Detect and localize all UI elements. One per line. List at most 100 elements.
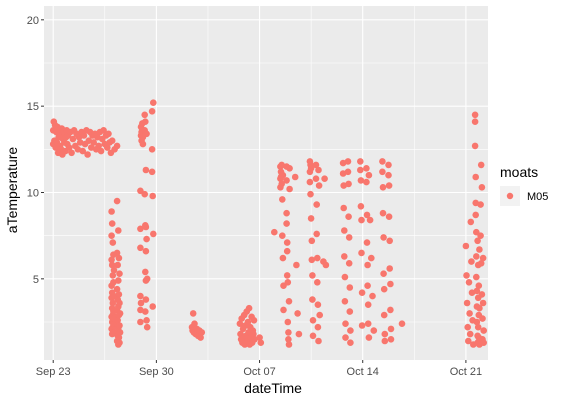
data-point [116, 310, 124, 317]
data-point [142, 118, 149, 125]
data-point [369, 292, 376, 300]
data-point [278, 180, 286, 188]
data-point [114, 317, 121, 324]
data-point [474, 237, 481, 245]
data-point [291, 173, 299, 181]
data-point [104, 144, 111, 151]
data-point [474, 323, 482, 331]
data-point [142, 223, 150, 231]
data-point [364, 282, 371, 290]
data-point [476, 304, 483, 312]
data-point [250, 317, 258, 324]
data-point [381, 330, 389, 338]
data-point [286, 185, 293, 193]
data-point [84, 151, 91, 158]
data-point [250, 330, 257, 338]
data-points [49, 99, 488, 348]
data-point [69, 135, 77, 143]
data-point [379, 184, 387, 191]
data-point [314, 279, 321, 286]
data-point [463, 272, 470, 279]
data-point [283, 220, 290, 227]
data-point [137, 292, 144, 300]
data-point [398, 320, 406, 328]
data-point [189, 310, 197, 317]
data-point [148, 146, 156, 153]
x-axis-title: dateTime [244, 380, 302, 396]
data-point [364, 261, 371, 269]
data-point [295, 330, 303, 338]
data-point [475, 282, 483, 290]
data-point [115, 254, 123, 262]
data-point [108, 137, 116, 144]
data-point [380, 285, 388, 293]
data-point [387, 336, 395, 343]
data-point [137, 318, 144, 326]
data-point [306, 178, 314, 186]
data-point [309, 332, 317, 340]
data-point [115, 277, 122, 284]
data-point [143, 235, 150, 243]
data-point [149, 303, 156, 310]
data-point [283, 209, 290, 217]
data-point [198, 329, 206, 336]
data-point [381, 337, 389, 345]
data-point [108, 208, 115, 215]
data-point [342, 320, 349, 328]
data-point [364, 301, 372, 309]
data-point [108, 256, 115, 264]
data-point [279, 171, 287, 179]
data-point [137, 225, 144, 233]
data-point [285, 298, 293, 305]
data-point [113, 142, 121, 150]
data-point [141, 111, 148, 119]
data-point [370, 327, 378, 334]
data-point [284, 279, 292, 286]
y-tick-label: 10 [27, 187, 39, 199]
data-point [115, 291, 123, 298]
data-point [68, 149, 75, 157]
data-point [308, 256, 316, 264]
data-point [471, 142, 479, 150]
data-point [314, 323, 322, 331]
data-point [109, 272, 117, 279]
data-point [108, 232, 115, 239]
data-point [462, 242, 470, 250]
data-point [467, 218, 475, 226]
data-point [116, 329, 124, 336]
data-point [142, 296, 150, 303]
data-point [109, 299, 117, 307]
data-point [313, 230, 321, 238]
data-point [346, 284, 354, 291]
data-point [379, 168, 386, 176]
data-point [95, 142, 102, 150]
data-point [105, 130, 112, 138]
data-point [256, 334, 263, 341]
data-point [285, 329, 292, 336]
data-point [479, 299, 487, 307]
data-point [283, 272, 291, 279]
data-point [341, 298, 349, 305]
data-point [115, 227, 122, 234]
data-point [363, 165, 370, 172]
data-point [346, 308, 354, 315]
data-point [108, 220, 116, 227]
data-point [309, 272, 316, 279]
data-point [280, 306, 287, 314]
data-point [473, 318, 481, 326]
data-point [385, 171, 392, 179]
data-point [478, 184, 486, 191]
data-point [358, 249, 365, 257]
data-point [283, 239, 291, 246]
data-point [341, 227, 348, 234]
data-point [139, 140, 147, 148]
data-point [316, 311, 324, 319]
data-point [116, 339, 123, 347]
data-point [379, 209, 387, 217]
data-point [472, 173, 480, 181]
data-point [79, 147, 86, 155]
data-point [285, 336, 292, 343]
data-point [363, 239, 371, 246]
data-point [357, 166, 364, 174]
